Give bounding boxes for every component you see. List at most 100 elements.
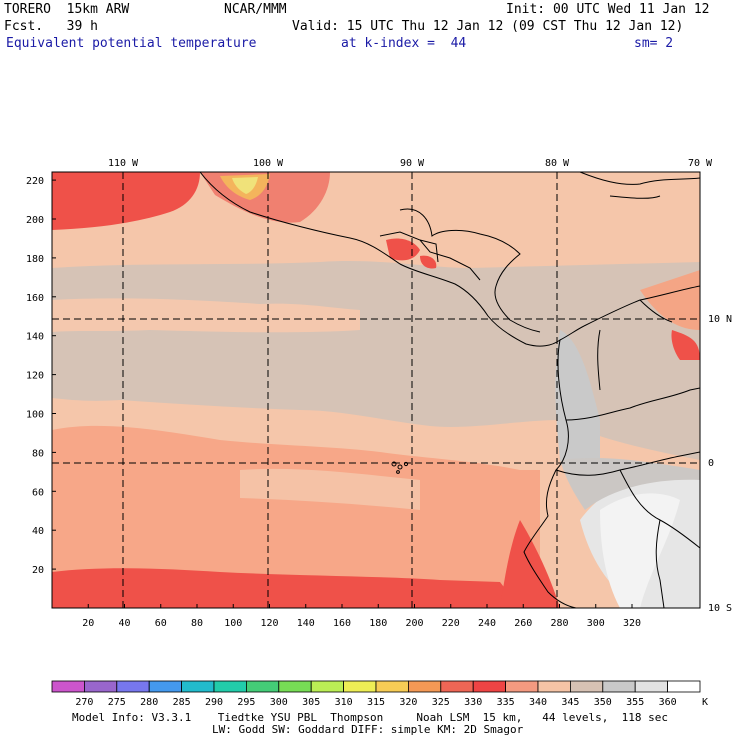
lon-label-70w: 70 W xyxy=(688,158,713,169)
maracaibo-line xyxy=(639,299,673,323)
colorbar-swatch xyxy=(278,680,312,693)
caribbean-coast-line xyxy=(399,208,541,333)
field-light-streak xyxy=(52,298,360,333)
bottom-grid-label: 160 xyxy=(333,618,351,629)
colorbar-label: 325 xyxy=(432,697,450,708)
bottom-grid-label: 240 xyxy=(478,618,496,629)
colorbar-label: 280 xyxy=(140,697,158,708)
latlon-grid xyxy=(52,172,700,608)
colorbar-label: 285 xyxy=(173,697,191,708)
init-time: Init: 00 UTC Wed 11 Jan 12 xyxy=(506,2,710,17)
bottom-grid-label: 60 xyxy=(155,618,167,629)
colorbar-label: 310 xyxy=(335,697,353,708)
bottom-grid-label: 120 xyxy=(260,618,278,629)
bottom-grid-labels: 20 40 60 80 100 120 140 160 180 200 220 240 260 280 30… xyxy=(82,618,641,629)
left-tick-marks xyxy=(52,179,56,570)
colorbar-label: 360 xyxy=(659,697,677,708)
bottom-grid-label: 20 xyxy=(82,618,94,629)
lon-label-90w: 90 W xyxy=(400,158,425,169)
bottom-grid-label: 200 xyxy=(405,618,423,629)
colorbar-swatch xyxy=(602,680,636,693)
colorbar-swatch xyxy=(667,680,701,693)
lon-label-110w: 110 W xyxy=(108,158,139,169)
bottom-grid-label: 140 xyxy=(297,618,315,629)
colorbar-swatch xyxy=(634,680,669,693)
map-frame xyxy=(51,171,701,609)
border-colombia-venezuela xyxy=(597,329,601,391)
border-line-2 xyxy=(419,239,439,263)
field-grey-edge xyxy=(560,458,700,510)
colorbar-swatch xyxy=(181,680,215,693)
colorbar-swatch xyxy=(116,680,150,693)
colorbar-swatch xyxy=(375,680,409,693)
left-grid-label: 160 xyxy=(26,293,44,304)
colorbar-label: 340 xyxy=(529,697,547,708)
bottom-grid-label: 80 xyxy=(191,618,203,629)
lat-label-equator: 0 xyxy=(708,458,714,469)
colorbar-label: 345 xyxy=(561,697,579,708)
model-info-line2: LW: Godd SW: Goddard DIFF: simple KM: 2D… xyxy=(212,723,524,736)
valid-time: Valid: 15 UTC Thu 12 Jan 12 (09 CST Thu … xyxy=(292,19,684,34)
colorbar-label: 305 xyxy=(302,697,320,708)
colorbar-label: 300 xyxy=(270,697,288,708)
colorbar-swatch xyxy=(84,680,118,693)
galapagos-island xyxy=(403,461,409,467)
coastlines xyxy=(199,172,700,608)
bottom-grid-label: 40 xyxy=(118,618,130,629)
left-grid-label: 20 xyxy=(32,565,44,576)
lon-label-100w: 100 W xyxy=(253,158,284,169)
colorbar-label: 355 xyxy=(626,697,644,708)
colorbar-swatch xyxy=(440,680,474,693)
left-grid-label: 180 xyxy=(26,254,44,265)
pacific-coast-line xyxy=(199,172,585,347)
field-venezuela-red xyxy=(671,330,700,360)
bottom-grid-label: 260 xyxy=(514,618,532,629)
field-grey-patch xyxy=(555,330,600,460)
lon-label-80w: 80 W xyxy=(545,158,570,169)
colorbar-label: 350 xyxy=(594,697,612,708)
colorbar-label: 315 xyxy=(367,697,385,708)
colorbar-label: 320 xyxy=(399,697,417,708)
colorbar-label: 270 xyxy=(75,697,93,708)
colorbar xyxy=(51,680,701,693)
galapagos-island xyxy=(391,461,397,467)
galapagos-island xyxy=(397,464,403,470)
left-grid-label: 140 xyxy=(26,332,44,343)
left-grid-label: 120 xyxy=(26,371,44,382)
bottom-tick-marks xyxy=(87,604,633,608)
colorbar-unit: K xyxy=(702,697,708,708)
lat-label-10n: 10 N xyxy=(708,314,732,325)
colorbar-labels: 270 275 280 285 290 295 300 305 310 315 320 325 330 3… xyxy=(75,697,676,708)
model-title: TORERO 15km ARW xyxy=(4,2,130,17)
field-nw-red xyxy=(52,172,200,230)
colorbar-swatch xyxy=(310,680,345,693)
field-warm-band xyxy=(52,425,540,608)
left-grid-labels: 220 200 180 160 140 120 100 80 60 40 20 xyxy=(26,176,44,576)
left-grid-label: 100 xyxy=(26,410,44,421)
colorbar-swatch xyxy=(505,680,539,693)
lat-label-10s: 10 S xyxy=(708,603,732,614)
colorbar-swatch xyxy=(51,680,85,693)
forecast-hour: Fcst. 39 h xyxy=(4,19,98,34)
field-venezuela-warm xyxy=(640,270,700,330)
colorbar-swatch xyxy=(570,680,604,693)
jamaica-coast xyxy=(609,195,661,199)
colorbar-swatch xyxy=(407,680,442,693)
theta-e-field xyxy=(52,172,700,608)
left-grid-label: 40 xyxy=(32,526,44,537)
model-info-line1: Model Info: V3.3.1 Tiedtke YSU PBL Thomp… xyxy=(72,711,669,724)
bottom-grid-label: 280 xyxy=(550,618,568,629)
bottom-grid-label: 100 xyxy=(224,618,242,629)
bottom-grid-label: 320 xyxy=(623,618,641,629)
bottom-grid-label: 300 xyxy=(587,618,605,629)
colorbar-label: 335 xyxy=(497,697,515,708)
colorbar-swatch xyxy=(472,680,507,693)
left-grid-label: 200 xyxy=(26,215,44,226)
bottom-grid-label: 220 xyxy=(442,618,460,629)
colorbar-swatch xyxy=(537,680,571,693)
colorbar-swatch xyxy=(245,680,280,693)
galapagos-island xyxy=(396,470,400,474)
smoothing-label: sm= 2 xyxy=(634,36,674,51)
bottom-grid-label: 180 xyxy=(369,618,387,629)
